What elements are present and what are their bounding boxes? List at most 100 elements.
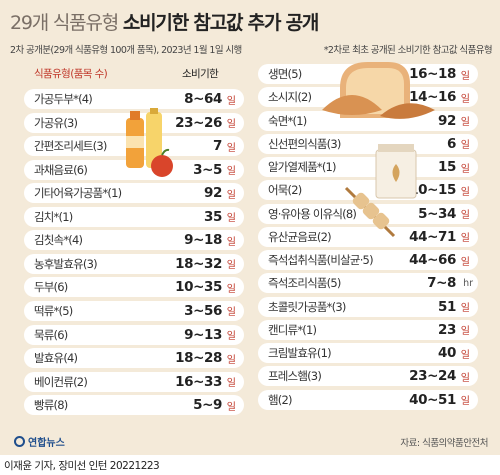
- item-unit: 일: [226, 142, 236, 154]
- item-unit: 일: [460, 233, 470, 245]
- list-item: 캔디류*(1) 23 일: [258, 319, 478, 340]
- subtitle-left: 2차 공개분(29개 식품유형 100개 품목), 2023년 1월 1일 시행: [10, 45, 242, 56]
- item-value: 9~18: [184, 232, 222, 249]
- item-unit: 일: [460, 210, 470, 221]
- list-item: 신선편의식품(3) 6 일: [258, 133, 478, 154]
- item-unit: 일: [226, 166, 236, 178]
- list-item: 발효유(4) 18~28 일: [24, 348, 244, 369]
- item-name: 햄(2): [268, 392, 292, 407]
- item-name: 즉석조리식품(5): [268, 276, 341, 291]
- item-name: 김치*(1): [34, 209, 73, 224]
- item-name: 기타어육가공품*(1): [34, 186, 122, 201]
- logo-mark-icon: [14, 436, 25, 447]
- list-item: 과채음료(6) 3~5 일: [24, 159, 244, 180]
- item-value: 16~18: [409, 66, 456, 82]
- item-unit: 일: [460, 303, 470, 314]
- list-item: 베이컨류(2) 16~33 일: [24, 371, 244, 392]
- item-name: 크림발효유(1): [268, 346, 332, 360]
- item-unit: 일: [460, 93, 470, 105]
- item-name: 가공유(3): [34, 115, 78, 130]
- item-name: 과채음료(6): [34, 162, 88, 177]
- list-item: 유산균음료(2) 44~71 일: [258, 226, 478, 247]
- item-value: 92: [204, 185, 222, 202]
- item-value: 10~15: [409, 182, 456, 199]
- item-unit: 일: [460, 396, 470, 407]
- list-item: 농후발효유(3) 18~32 일: [24, 253, 244, 274]
- item-name: 초콜릿가공품*(3): [268, 299, 346, 314]
- list-item: 즉석섭취식품(비살균·5) 44~66 일: [258, 250, 478, 270]
- item-value: 8~64: [184, 91, 222, 107]
- item-value: 16~33: [175, 373, 222, 390]
- item-name: 생면(5): [268, 67, 302, 81]
- item-unit: 일: [460, 163, 470, 175]
- item-name: 신선편의식품(3): [268, 136, 341, 151]
- list-item: 김칫속*(4) 9~18 일: [24, 230, 244, 251]
- item-name: 가공두부*(4): [34, 92, 93, 106]
- item-unit: 일: [226, 95, 236, 107]
- item-unit: 일: [460, 326, 470, 338]
- item-unit: 일: [460, 70, 470, 82]
- item-unit: 일: [460, 186, 470, 198]
- item-name: 빵류(8): [34, 398, 68, 413]
- item-unit: 일: [460, 117, 470, 128]
- item-name: 어묵(2): [268, 183, 302, 198]
- list-item: 즉석조리식품(5) 7~8 hr: [258, 273, 478, 294]
- item-unit: 일: [226, 354, 236, 366]
- item-value: 40: [438, 345, 456, 361]
- credit-line: 이재윤 기자, 장미선 인턴 20221223: [4, 460, 160, 472]
- list-item: 프레스햄(3) 23~24 일: [258, 366, 478, 387]
- item-value: 40~51: [409, 391, 456, 408]
- title-bold: 소비기한 참고값 추가 공개: [122, 12, 320, 34]
- list-item: 떡류*(5) 3~56 일: [24, 300, 244, 321]
- item-unit: 일: [460, 349, 470, 361]
- item-unit: 일: [460, 140, 470, 152]
- item-value: 9~13: [184, 326, 222, 343]
- list-item: 가공두부*(4) 8~64 일: [24, 89, 244, 109]
- bread-icon: [322, 62, 435, 119]
- list-item: 빵류(8) 5~9 일: [24, 395, 244, 416]
- item-name: 베이컨류(2): [34, 374, 88, 389]
- item-value: 92: [438, 112, 456, 129]
- item-unit: 일: [226, 119, 236, 131]
- list-item: 묵류(6) 9~13 일: [24, 324, 244, 345]
- item-unit: hr: [463, 277, 473, 289]
- item-name: 김칫속*(4): [34, 233, 83, 248]
- item-unit: 일: [226, 378, 236, 390]
- list-item: 크림발효유(1) 40 일: [258, 343, 478, 363]
- item-unit: 일: [226, 283, 236, 295]
- item-unit: 일: [226, 307, 236, 319]
- item-name: 숙면*(1): [268, 113, 307, 128]
- item-value: 18~28: [175, 350, 222, 367]
- item-name: 유산균음료(2): [268, 229, 332, 244]
- item-value: 18~32: [175, 255, 222, 272]
- beverage-bottles-icon: [126, 108, 173, 177]
- item-name: 영·유아용 이유식(8): [268, 206, 357, 221]
- item-value: 6: [447, 135, 456, 152]
- item-value: 7: [213, 138, 222, 155]
- list-item: 두부(6) 10~35 일: [24, 277, 244, 298]
- item-name: 알가열제품*(1): [268, 160, 337, 174]
- item-value: 3~56: [184, 302, 222, 319]
- column-header-name: 식품유형(품목 수): [34, 68, 108, 80]
- item-name: 즉석섭취식품(비살균·5): [268, 253, 374, 267]
- item-unit: 일: [226, 331, 236, 342]
- item-value: 23~26: [175, 114, 222, 131]
- item-value: 7~8: [427, 275, 456, 292]
- list-item: 어묵(2) 10~15 일: [258, 180, 478, 201]
- item-unit: 일: [226, 213, 236, 225]
- item-value: 23~24: [409, 368, 456, 385]
- item-name: 프레스햄(3): [268, 369, 322, 384]
- list-item: 기타어육가공품*(1) 92 일: [24, 183, 244, 204]
- infographic-panel: 29개 식품유형 소비기한 참고값 추가 공개 2차 공개분(29개 식품유형 …: [0, 0, 500, 455]
- list-item: 초콜릿가공품*(3) 51 일: [258, 296, 478, 317]
- item-unit: 일: [226, 189, 236, 201]
- flour-bag-icon: [375, 144, 417, 199]
- title-light: 29개 식품유형: [10, 12, 119, 34]
- logo-text: 연합뉴스: [28, 438, 65, 449]
- item-value: 44~66: [409, 252, 456, 268]
- item-value: 5~9: [193, 397, 222, 414]
- item-unit: 일: [226, 401, 236, 413]
- item-value: 15: [438, 159, 456, 175]
- item-value: 35: [204, 208, 222, 225]
- list-item: 숙면*(1) 92 일: [258, 110, 478, 131]
